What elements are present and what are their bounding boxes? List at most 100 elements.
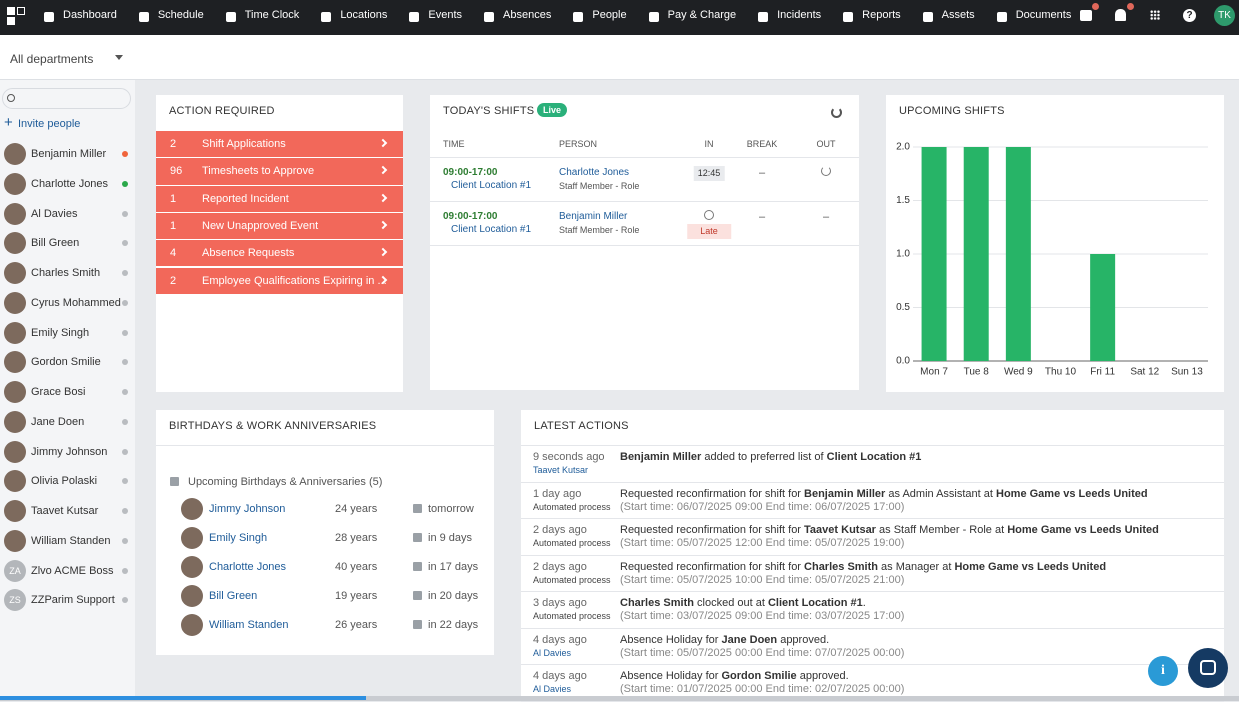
department-filter[interactable]: All departments <box>10 52 94 66</box>
info-button[interactable]: i <box>1148 656 1178 686</box>
person-name[interactable]: ZZParim Support <box>31 594 115 607</box>
nav-item[interactable]: Time Clock <box>244 9 300 21</box>
logo[interactable] <box>7 7 25 25</box>
person-name[interactable]: Emily Singh <box>31 326 90 339</box>
person-name[interactable]: Jimmy Johnson <box>31 445 108 458</box>
actor[interactable]: Al Davies <box>533 684 572 694</box>
person-name[interactable]: Benjamin Miller <box>31 148 107 160</box>
latest-actions-card: Latest Actions 9 seconds ago Taavet Kutsa… <box>521 410 1224 702</box>
actor[interactable]: Al Davies <box>533 647 572 658</box>
nav-icon <box>996 12 1007 22</box>
apps-icon[interactable] <box>1150 10 1160 20</box>
person-name[interactable]: Zlvo ACME Boss <box>31 564 114 577</box>
action-row[interactable]: 4 Absence Requests <box>156 240 403 267</box>
text: Requested reconfirmation for shift for <box>620 560 805 573</box>
action-message: Requested reconfirmation for shift for C… <box>620 560 1106 574</box>
person-name[interactable]: Charles Smith <box>31 267 101 279</box>
divider <box>521 664 1224 665</box>
nav-icon <box>138 12 149 22</box>
person-name[interactable]: Emily Singh <box>209 532 268 544</box>
nav-item[interactable]: Documents <box>1015 9 1072 21</box>
person-name[interactable]: Olivia Polaski <box>31 475 98 488</box>
nav-item[interactable]: Reports <box>862 9 901 21</box>
person-name[interactable]: Al Davies <box>31 207 78 220</box>
entity: Benjamin Miller <box>804 487 886 500</box>
action-row[interactable]: 96 Timesheets to Approve <box>156 158 403 185</box>
help-icon[interactable]: ? <box>1183 9 1196 22</box>
avatar <box>4 410 26 433</box>
x-tick-label: Tue 8 <box>964 367 990 378</box>
person-name[interactable]: Bill Green <box>209 590 258 602</box>
person-name[interactable]: Bill Green <box>31 237 80 250</box>
actor: Automated process <box>533 538 611 548</box>
years: 24 years <box>335 503 378 515</box>
action-time: 3 days ago <box>533 597 587 609</box>
text: as Admin Assistant at <box>885 487 996 500</box>
nav-item[interactable]: Absences <box>503 9 552 21</box>
person-name[interactable]: Jimmy Johnson <box>209 503 286 515</box>
search-box[interactable] <box>2 88 131 109</box>
person-name[interactable]: Jane Doen <box>31 415 85 428</box>
chat-button[interactable] <box>1188 648 1228 688</box>
y-tick-label: 2.0 <box>896 142 910 153</box>
break: – <box>758 211 766 223</box>
when: in 17 days <box>428 561 479 573</box>
avatar <box>181 585 203 607</box>
late-badge: Late <box>687 224 731 239</box>
column-header: PERSON <box>559 139 598 149</box>
person-name[interactable]: William Standen <box>31 534 111 547</box>
person-name[interactable]: Charlotte Jones <box>31 177 109 190</box>
person-name[interactable]: Benjamin Miller <box>559 211 628 222</box>
chart: 0.0 0.5 1.0 1.5 2.0 Mon 7 Tue 8 Wed 9 Thu 10 Fri … <box>896 142 1208 378</box>
person-name[interactable]: Charlotte Jones <box>209 561 287 573</box>
avatar: ZA <box>4 559 26 582</box>
sidebar: + Invite people Benjamin Miller Charlotte… <box>0 80 135 701</box>
nav-icon <box>843 12 854 22</box>
entity: Benjamin Miller <box>620 451 702 463</box>
action-row[interactable]: 1 New Unapproved Event <box>156 212 403 240</box>
entity: Home Game vs Leeds United <box>996 487 1148 500</box>
nav-item[interactable]: Incidents <box>777 9 822 21</box>
person-name[interactable]: Taavet Kutsar <box>31 505 99 517</box>
shift-location[interactable]: Client Location #1 <box>451 224 532 235</box>
nav-item[interactable]: Assets <box>941 9 975 21</box>
divider <box>430 245 859 246</box>
notifications-icon[interactable] <box>1115 9 1126 21</box>
person-name[interactable]: Gordon Smilie <box>31 356 101 369</box>
user-avatar[interactable]: TK <box>1214 5 1235 26</box>
caret <box>115 55 123 64</box>
avatar <box>181 556 203 578</box>
calendar-icon <box>170 477 179 486</box>
nav-icon <box>321 12 332 22</box>
status-dot <box>122 537 128 544</box>
nav-item[interactable]: Events <box>428 9 463 21</box>
nav-item[interactable]: People <box>592 9 627 21</box>
actor: Automated process <box>533 611 611 621</box>
nav-item[interactable]: Dashboard <box>63 9 117 21</box>
person-name[interactable]: Grace Bosi <box>31 386 86 398</box>
avatar <box>4 500 26 522</box>
shift-location[interactable]: Client Location #1 <box>451 180 532 191</box>
action-row[interactable]: 2 Shift Applications <box>156 131 403 158</box>
person-name[interactable]: Cyrus Mohammed <box>31 296 121 309</box>
person-name[interactable]: William Standen <box>209 619 289 631</box>
card-title: Birthdays & Work Anniversaries <box>169 420 377 432</box>
actor[interactable]: Taavet Kutsar <box>533 465 589 475</box>
entity: Gordon Smilie <box>721 670 797 682</box>
invite-link[interactable]: Invite people <box>18 118 81 130</box>
text: as Staff Member - Role at <box>875 524 1008 536</box>
action-row[interactable]: 2 Employee Qualifications Expiring in ... <box>156 267 403 294</box>
y-tick-label: 1.5 <box>896 195 910 206</box>
refresh-icon[interactable] <box>831 107 842 118</box>
status-dot <box>122 151 128 157</box>
nav-item[interactable]: Locations <box>340 9 388 21</box>
person-role: Staff Member - Role <box>559 225 640 235</box>
messages-icon[interactable] <box>1080 10 1092 21</box>
nav-item[interactable]: Schedule <box>157 9 204 21</box>
action-row[interactable]: 1 Reported Incident <box>156 185 403 212</box>
power-icon[interactable] <box>821 166 831 176</box>
nav-item[interactable]: Pay & Charge <box>667 9 737 21</box>
divider <box>521 627 1224 629</box>
person-name[interactable]: Charlotte Jones <box>559 167 630 178</box>
action-count: 2 <box>170 274 177 287</box>
